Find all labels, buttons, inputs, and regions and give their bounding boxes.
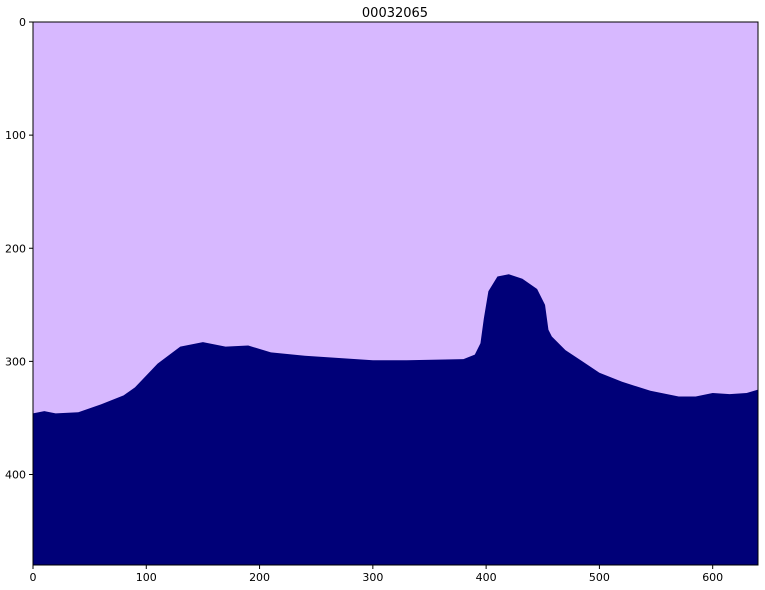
x-tick-label: 500 xyxy=(589,571,610,584)
y-tick-label: 100 xyxy=(5,129,26,142)
x-tick-label: 0 xyxy=(30,571,37,584)
x-tick-label: 600 xyxy=(702,571,723,584)
axes-frame xyxy=(32,21,759,566)
x-tick-label: 100 xyxy=(136,571,157,584)
y-tick-label: 400 xyxy=(5,469,26,482)
class-region-ground xyxy=(33,274,758,565)
x-tick-label: 200 xyxy=(249,571,270,584)
plot-area xyxy=(33,22,758,565)
y-tick-label: 200 xyxy=(5,242,26,255)
x-tick-label: 300 xyxy=(362,571,383,584)
y-tick-label: 0 xyxy=(19,16,26,29)
x-tick-label: 400 xyxy=(476,571,497,584)
chart-title: 00032065 xyxy=(362,6,428,21)
axes: 0 100 200 300 400 500 600 0 100 200 300 400 xyxy=(5,16,759,584)
y-tick-label: 300 xyxy=(5,355,26,368)
